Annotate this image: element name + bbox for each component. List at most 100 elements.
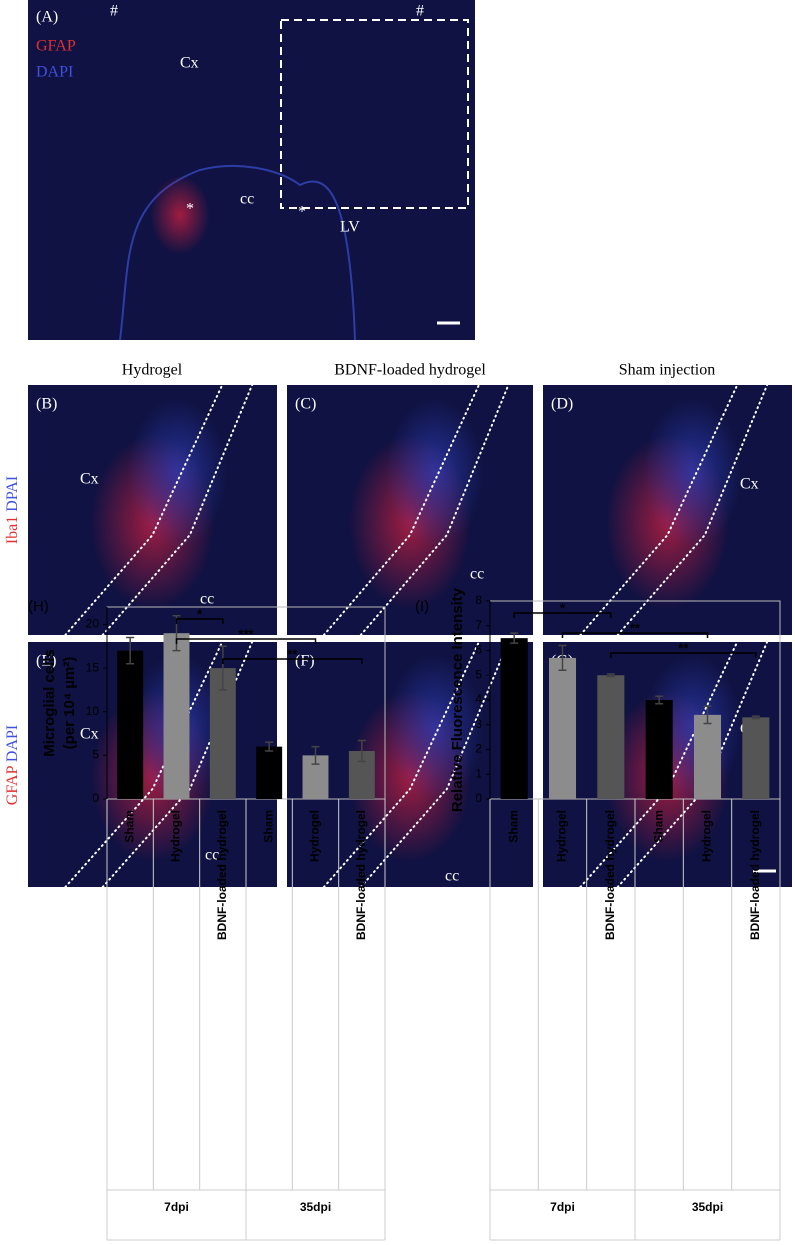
x-tick-label: Hydrogel xyxy=(555,810,569,862)
annotation: cc xyxy=(470,566,484,583)
y-tick-label: 5 xyxy=(92,748,99,762)
y-axis-label: (per 10⁴ µm²) xyxy=(61,657,78,750)
y-tick-label: 7 xyxy=(475,618,482,632)
panel-label: (I) xyxy=(415,598,429,615)
bar xyxy=(163,633,190,799)
annotation: # xyxy=(110,3,118,20)
annotation: # xyxy=(416,3,424,20)
x-tick-label: BDNF-loaded hydrogel xyxy=(748,810,762,940)
y-tick-label: 4 xyxy=(475,692,482,706)
error-bar xyxy=(703,705,712,725)
error-bar xyxy=(218,645,227,691)
panel-label: (A) xyxy=(36,9,58,26)
y-axis-label: Relative Fluorescence Intensity xyxy=(449,587,466,812)
significance-bracket xyxy=(610,652,757,658)
x-tick-label: Sham xyxy=(261,810,275,843)
significance-bracket xyxy=(175,638,317,644)
annotation: Cx xyxy=(80,726,99,743)
row-label-part: DPAI xyxy=(4,476,21,516)
y-tick-label: 3 xyxy=(475,717,482,731)
stain-label: GFAP xyxy=(36,38,76,55)
group-label: 7dpi xyxy=(164,1200,189,1214)
significance-label: ** xyxy=(630,620,641,635)
x-tick-label: Hydrogel xyxy=(308,810,322,862)
y-tick-label: 15 xyxy=(86,660,100,674)
blue-signal xyxy=(127,397,228,548)
annotation: Cx xyxy=(80,471,99,488)
row-label: Iba1 DPAI xyxy=(4,476,21,544)
annotation: cc xyxy=(200,591,214,608)
significance-label: * xyxy=(197,606,203,621)
lesion-outline xyxy=(616,384,769,636)
tissue-structure xyxy=(119,164,356,341)
lesion-outline xyxy=(101,384,254,636)
bar xyxy=(597,675,625,799)
y-tick-label: 2 xyxy=(475,742,482,756)
y-tick-label: 0 xyxy=(475,791,482,805)
inset-box xyxy=(280,19,469,209)
error-bar xyxy=(265,741,274,752)
x-tick-label: Hydrogel xyxy=(169,810,183,862)
stain-label: DAPI xyxy=(36,64,73,81)
bar xyxy=(500,638,528,799)
x-tick-label: Sham xyxy=(651,810,665,843)
annotation: Cx xyxy=(740,476,759,493)
annotation: Cx xyxy=(180,55,199,72)
bar xyxy=(256,746,283,799)
lesion-outline xyxy=(359,641,510,888)
lesion-outline xyxy=(64,384,224,636)
error-bar xyxy=(558,644,567,672)
row-label-part: Iba1 xyxy=(4,516,21,544)
significance-bracket xyxy=(561,632,709,638)
column-title: BDNF-loaded hydrogel xyxy=(334,362,486,379)
lesion-outline xyxy=(64,641,224,888)
bar xyxy=(645,700,673,799)
y-tick-label: 1 xyxy=(475,766,482,780)
annotation: cc xyxy=(205,847,219,864)
column-title: Hydrogel xyxy=(122,362,183,379)
group-label: 35dpi xyxy=(300,1200,331,1214)
x-tick-label: Hydrogel xyxy=(700,810,714,862)
significance-label: ** xyxy=(678,640,689,655)
x-tick-label: Sham xyxy=(122,810,136,843)
group-label: 35dpi xyxy=(692,1200,723,1214)
panel-label: (E) xyxy=(36,653,56,670)
error-bar xyxy=(510,632,519,644)
y-tick-label: 5 xyxy=(475,667,482,681)
y-axis-label: Microglial cells xyxy=(41,649,58,757)
error-bar xyxy=(311,745,320,765)
significance-label: * xyxy=(560,600,566,615)
error-bar xyxy=(655,695,664,705)
micrograph-texture xyxy=(28,0,475,340)
x-tick-label: BDNF-loaded hydrogel xyxy=(215,810,229,940)
bar xyxy=(117,650,144,799)
lesion-outline xyxy=(101,641,254,888)
error-bar xyxy=(357,739,366,763)
x-tick-label: BDNF-loaded hydrogel xyxy=(603,810,617,940)
annotation: * xyxy=(186,201,194,218)
blue-signal xyxy=(385,397,484,548)
red-signal xyxy=(150,175,210,255)
bar xyxy=(693,714,722,799)
annotation: cc xyxy=(445,868,459,885)
annotation: LV xyxy=(340,219,360,236)
row-label: GFAP DAPI xyxy=(4,725,21,805)
error-bar xyxy=(751,715,760,720)
significance-bracket xyxy=(513,612,612,618)
y-tick-label: 20 xyxy=(86,617,100,631)
significance-bracket xyxy=(222,658,363,664)
annotation: * xyxy=(298,204,306,221)
error-bar xyxy=(126,636,135,665)
blue-signal xyxy=(385,654,484,802)
bar xyxy=(742,717,770,799)
group-label: 7dpi xyxy=(550,1200,575,1214)
significance-label: *** xyxy=(238,626,254,641)
significance-label: ** xyxy=(287,646,298,661)
lesion-outline xyxy=(322,641,480,888)
row-label-part: DAPI xyxy=(4,725,21,766)
lesion-outline xyxy=(322,384,480,636)
x-tick-label: Sham xyxy=(506,810,520,843)
y-tick-label: 8 xyxy=(475,593,482,607)
panel-label: (H) xyxy=(28,598,49,615)
